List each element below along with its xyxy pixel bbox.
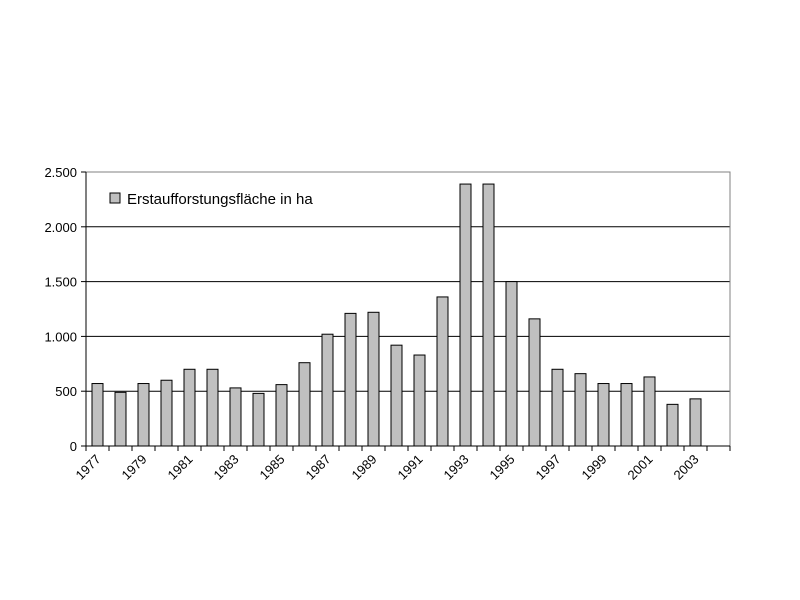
x-tick-label: 1999 [579, 452, 610, 483]
bars [91, 183, 702, 447]
bar-1977 [91, 383, 104, 447]
bar-1989 [367, 311, 380, 447]
bar-1984 [252, 392, 265, 447]
bar-1996 [528, 318, 541, 447]
y-tick-label: 0 [70, 439, 77, 454]
bar-1998 [574, 373, 587, 447]
x-tick-label: 1991 [395, 452, 426, 483]
x-tick-label: 1979 [119, 452, 150, 483]
x-tick-label: 1983 [211, 452, 242, 483]
bar-1987 [321, 333, 334, 447]
y-tick-label: 1.000 [44, 329, 77, 344]
y-axis-tick-labels: 0 500 1.000 1.500 2.000 2.500 [44, 165, 77, 454]
bar-1995 [505, 281, 518, 447]
y-tick-label: 2.000 [44, 220, 77, 235]
bar-1999 [597, 383, 610, 447]
y-tick-label: 1.500 [44, 275, 77, 290]
x-tick-label: 1989 [349, 452, 380, 483]
x-tick-label: 1993 [441, 452, 472, 483]
plot-area-border [85, 171, 731, 447]
bar-1990 [390, 344, 403, 447]
x-tick-label: 1995 [487, 452, 518, 483]
bar-1983 [229, 387, 242, 447]
x-tick-label: 1987 [303, 452, 334, 483]
bar-1981 [183, 368, 196, 447]
bar-1988 [344, 312, 357, 447]
x-tick-label: 1985 [257, 452, 288, 483]
bar-2003 [689, 398, 702, 447]
bar-1986 [298, 362, 311, 447]
bar-2002 [666, 403, 679, 447]
x-axis-tick-labels: 1977 1979 1981 1983 1985 1987 1989 1991 1993 1995… [73, 452, 702, 483]
legend-swatch [109, 192, 121, 204]
x-tick-label: 2001 [625, 452, 656, 483]
x-tick-label: 2003 [671, 452, 702, 483]
bar-1991 [413, 354, 426, 447]
bar-1978 [114, 391, 127, 447]
x-tick-label: 1997 [533, 452, 564, 483]
x-tick-label: 1981 [165, 452, 196, 483]
bar-1979 [137, 383, 150, 447]
y-tick-label: 500 [55, 384, 77, 399]
axes [81, 171, 731, 451]
x-tick-label: 1977 [73, 452, 104, 483]
bar-1980 [160, 379, 173, 447]
y-tick-label: 2.500 [44, 165, 77, 180]
bar-2001 [643, 376, 656, 447]
legend-label: Erstaufforstungsfläche in ha [127, 191, 313, 208]
bar-1993 [459, 183, 472, 447]
bar-1997 [551, 368, 564, 447]
bar-2000 [620, 383, 633, 447]
bar-1992 [436, 296, 449, 447]
legend: Erstaufforstungsfläche in ha [109, 191, 313, 208]
bar-1994 [482, 183, 495, 447]
bar-1985 [275, 384, 288, 447]
bar-1982 [206, 368, 219, 447]
